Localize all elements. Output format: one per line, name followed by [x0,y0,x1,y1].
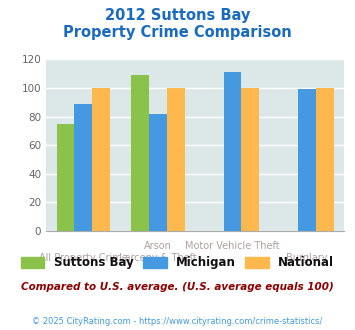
Bar [92,88,110,231]
Bar [149,114,167,231]
Bar [241,88,260,231]
Text: Larceny & Theft: Larceny & Theft [119,253,197,263]
Bar [298,89,316,231]
Text: Burglary: Burglary [286,253,328,263]
Text: Arson: Arson [144,241,172,251]
Bar [56,124,75,231]
Legend: Suttons Bay, Michigan, National: Suttons Bay, Michigan, National [16,252,339,274]
Text: All Property Crime: All Property Crime [39,253,128,263]
Bar [167,88,185,231]
Bar [75,104,92,231]
Text: Compared to U.S. average. (U.S. average equals 100): Compared to U.S. average. (U.S. average … [21,282,334,292]
Bar [131,75,149,231]
Bar [316,88,334,231]
Bar [224,72,241,231]
Text: Motor Vehicle Theft: Motor Vehicle Theft [185,241,280,251]
Text: © 2025 CityRating.com - https://www.cityrating.com/crime-statistics/: © 2025 CityRating.com - https://www.city… [32,317,323,326]
Text: 2012 Suttons Bay: 2012 Suttons Bay [105,8,250,23]
Text: Property Crime Comparison: Property Crime Comparison [63,25,292,40]
